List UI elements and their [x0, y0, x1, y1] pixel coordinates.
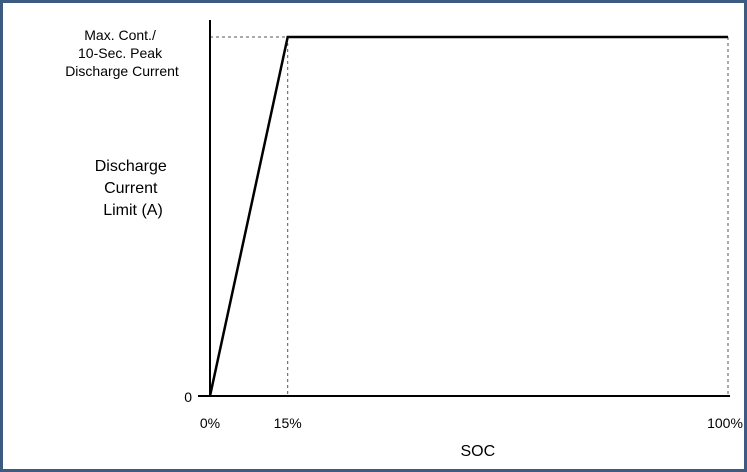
x-tick-label-0: 0% — [200, 415, 220, 431]
x-tick-label-100: 100% — [707, 415, 743, 431]
y-tick-label-max: Max. Cont./ 10-Sec. Peak Discharge Curre… — [65, 27, 179, 79]
y-axis-title-line-2: Current — [104, 180, 158, 197]
y-axis-title-line-1: Discharge — [95, 158, 167, 175]
y-axis-title-line-3: Limit (A) — [103, 202, 163, 219]
x-axis-title: SOC — [461, 443, 496, 460]
discharge-limit-line — [208, 35, 728, 397]
y-tick-max-line-3: Discharge Current — [65, 63, 179, 79]
y-tick-max-line-1: Max. Cont./ — [84, 27, 156, 43]
y-tick-max-line-2: 10-Sec. Peak — [78, 45, 163, 61]
x-tick-label-15: 15% — [274, 415, 302, 431]
y-tick-label-0: 0 — [184, 389, 192, 405]
y-axis-title: Discharge Current Limit (A) — [95, 158, 171, 219]
